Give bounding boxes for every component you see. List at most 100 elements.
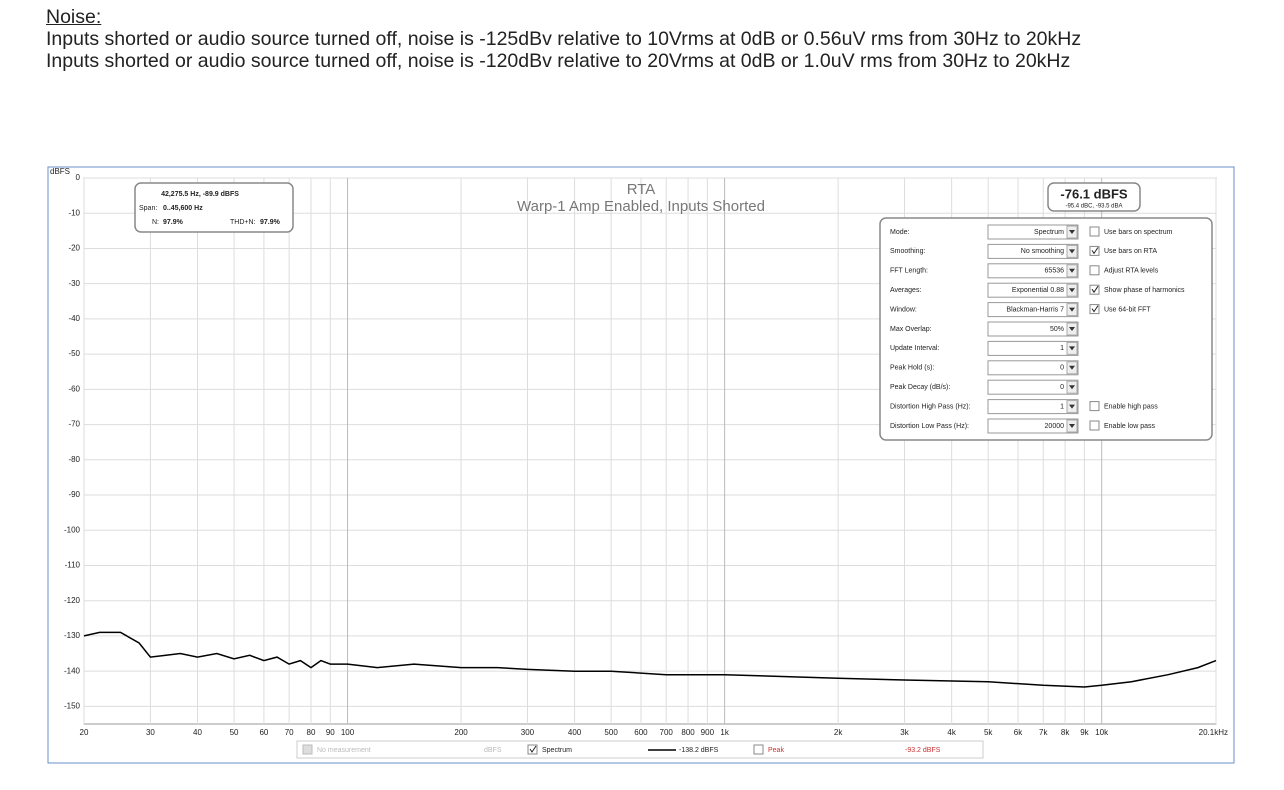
setting-value: 1 <box>1060 403 1064 410</box>
x-tick-label: 600 <box>634 728 648 737</box>
dropdown[interactable] <box>987 379 1079 395</box>
check-mark <box>529 745 537 753</box>
setting-label: Smoothing: <box>890 248 925 255</box>
dropdown[interactable] <box>987 302 1079 318</box>
setting-value: 0 <box>1060 365 1064 372</box>
cursor-box <box>134 182 294 233</box>
dropdown[interactable] <box>987 418 1079 434</box>
setting-value: Blackman-Harris 7 <box>1006 306 1064 313</box>
setting-value: 20000 <box>1045 423 1065 430</box>
x-tick-label: 700 <box>660 728 674 737</box>
option-label: Enable high pass <box>1104 403 1158 410</box>
dropdown[interactable] <box>987 243 1079 259</box>
x-tick-label: 20.1kHz <box>1199 728 1228 737</box>
x-tick-label: 100 <box>341 728 355 737</box>
x-tick-label: 10k <box>1095 728 1109 737</box>
x-tick-label: 4k <box>947 728 956 737</box>
x-tick-label: 7k <box>1039 728 1048 737</box>
checkbox[interactable] <box>527 744 538 755</box>
paragraph: Inputs shorted or audio source turned of… <box>46 50 1071 72</box>
thdn-value: 97.9% <box>260 219 281 226</box>
x-tick-label: 20 <box>80 728 89 737</box>
chart-title: RTA <box>627 181 656 198</box>
x-tick-label: 300 <box>521 728 535 737</box>
dropdown[interactable] <box>987 263 1079 279</box>
y-tick-label: -50 <box>68 349 80 358</box>
setting-value: 50% <box>1050 326 1064 333</box>
y-tick-label: -60 <box>68 384 80 393</box>
setting-label: Window: <box>890 306 917 313</box>
setting-value: 0 <box>1060 384 1064 391</box>
checkbox[interactable] <box>1089 265 1100 276</box>
option-label: Enable low pass <box>1104 423 1155 430</box>
span-value: 0..45,600 Hz <box>163 205 203 212</box>
x-tick-label: 90 <box>326 728 335 737</box>
x-tick-label: 60 <box>259 728 268 737</box>
x-tick-label: 40 <box>193 728 202 737</box>
x-tick-label: 3k <box>900 728 909 737</box>
y-tick-label: -110 <box>65 561 81 570</box>
dropdown-arrow <box>1069 385 1075 390</box>
legend-peak: Peak <box>768 747 784 754</box>
dropdown-arrow <box>1069 404 1075 409</box>
x-tick-label: 500 <box>604 728 618 737</box>
setting-value: Exponential 0.88 <box>1012 287 1064 294</box>
y-tick-label: -80 <box>68 455 80 464</box>
dropdown[interactable] <box>987 321 1079 337</box>
x-tick-label: 1k <box>720 728 729 737</box>
dropdown[interactable] <box>987 360 1079 376</box>
span-label: Span: <box>139 205 157 212</box>
setting-label: Averages: <box>890 287 921 294</box>
option-label: Use bars on RTA <box>1104 248 1157 255</box>
paragraph: Inputs shorted or audio source turned of… <box>46 28 1082 50</box>
y-tick-label: -120 <box>64 596 81 605</box>
setting-label: Distortion Low Pass (Hz): <box>890 423 969 430</box>
checkbox[interactable] <box>753 744 764 755</box>
y-axis-label: dBFS <box>50 167 70 176</box>
setting-label: Update Interval: <box>890 345 939 352</box>
x-tick-label: 30 <box>146 728 155 737</box>
check-mark <box>1091 285 1099 294</box>
dropdown-arrow <box>1069 424 1075 428</box>
y-tick-label: -40 <box>68 314 80 323</box>
setting-value: No smoothing <box>1021 248 1064 255</box>
x-tick-label: 200 <box>454 728 468 737</box>
setting-label: Peak Hold (s): <box>890 365 934 372</box>
y-tick-label: -140 <box>64 666 81 675</box>
legend-peak-level: -93.2 dBFS <box>905 747 941 754</box>
y-tick-label: -90 <box>68 490 80 499</box>
legend-spectrum-level: -138.2 dBFS <box>679 747 719 754</box>
setting-label: Mode: <box>890 229 910 236</box>
x-tick-label: 6k <box>1014 728 1023 737</box>
dropdown-arrow <box>1069 230 1075 234</box>
level-box <box>1047 182 1141 212</box>
spectrum-line <box>83 631 1217 688</box>
checkbox[interactable] <box>1089 304 1100 315</box>
dropdown[interactable] <box>987 282 1079 298</box>
legend-series: Spectrum <box>542 747 572 754</box>
dropdown[interactable] <box>987 399 1079 415</box>
setting-value: 65536 <box>1045 268 1065 275</box>
legend-none: No measurement <box>317 747 371 754</box>
option-label: Use 64-bit FFT <box>1104 306 1151 313</box>
cursor-position: 42,275.5 Hz, -89.9 dBFS <box>161 191 239 198</box>
level-sub: -95.4 dBC, -93.5 dBA <box>1065 204 1122 210</box>
level-main: -76.1 dBFS <box>1060 186 1128 201</box>
checkbox[interactable] <box>1089 284 1100 295</box>
x-tick-label: 5k <box>984 728 993 737</box>
y-tick-label: -130 <box>64 631 81 640</box>
y-tick-label: -150 <box>64 701 81 710</box>
y-tick-label: 0 <box>76 173 81 182</box>
setting-label: Distortion High Pass (Hz): <box>890 403 971 410</box>
checkbox[interactable] <box>302 744 313 755</box>
checkbox[interactable] <box>1089 245 1100 256</box>
option-label: Show phase of harmonics <box>1104 287 1185 294</box>
x-tick-label: 2k <box>834 728 843 737</box>
checkbox[interactable] <box>1089 226 1100 237</box>
checkbox[interactable] <box>1089 401 1100 412</box>
dropdown[interactable] <box>987 224 1079 240</box>
dropdown-arrow <box>1069 249 1075 254</box>
dropdown[interactable] <box>987 340 1079 356</box>
legend-unit: dBFS <box>484 747 502 754</box>
checkbox[interactable] <box>1089 420 1100 431</box>
